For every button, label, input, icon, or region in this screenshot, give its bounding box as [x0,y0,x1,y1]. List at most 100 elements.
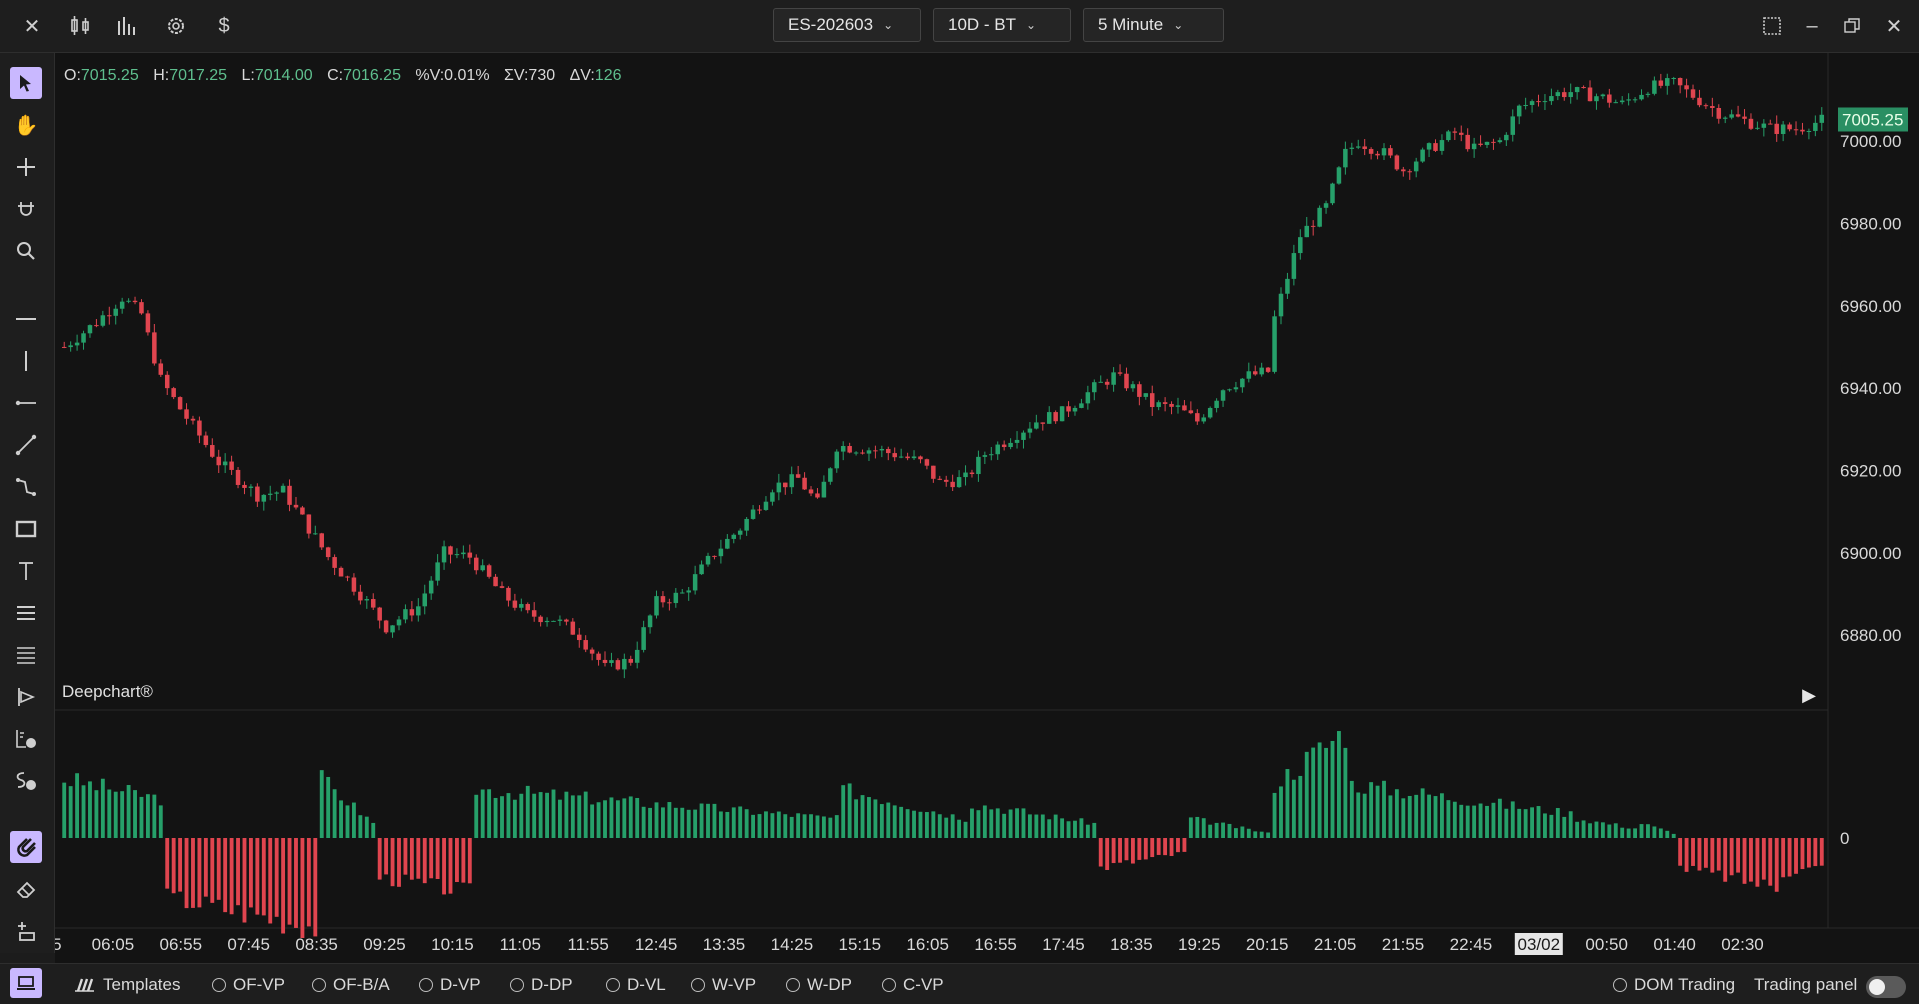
candle-body [512,600,518,608]
range-dropdown[interactable]: 10D - BT ⌄ [933,8,1071,42]
radio-icon [691,978,705,992]
fullscreen-icon[interactable] [1758,12,1786,40]
magnet-icon[interactable] [10,831,42,863]
delta-bar [1188,817,1193,838]
radio-icon [510,978,524,992]
magnet-cursor-icon[interactable] [10,193,42,225]
laptop-icon[interactable] [10,968,42,998]
crosshair-icon[interactable] [10,151,42,183]
channel-icon[interactable] [10,471,42,503]
templates-button[interactable]: Templates [74,975,180,995]
tools-icon[interactable] [10,681,42,713]
candle-body [1716,107,1722,119]
study-toggle[interactable]: OF-B/A [312,975,390,995]
delta-bar [1394,789,1399,838]
interval-dropdown[interactable]: 5 Minute ⌄ [1083,8,1224,42]
total-volume-value: 730 [528,67,556,84]
candle-body [976,456,981,475]
candlestick-icon[interactable] [66,12,94,40]
delta-bar [371,822,376,838]
candle-body [203,435,209,446]
candle-body [390,625,395,633]
candle-body [795,474,801,478]
bar-chart-icon[interactable] [113,12,141,40]
eraser-icon[interactable] [10,873,42,905]
study-toggle[interactable]: W-VP [691,975,756,995]
stats-icon[interactable] [10,765,42,797]
gear-icon[interactable] [162,12,190,40]
study-toggle[interactable]: W-DP [786,975,852,995]
study-toggle[interactable]: D-VL [606,975,666,995]
candle-body [1562,92,1567,98]
trend-line-icon[interactable] [10,429,42,461]
delta-bar [654,802,659,838]
study-toggle[interactable]: D-VP [419,975,481,995]
candle-body [1684,85,1689,90]
candle-body [267,493,273,495]
candle-body [1117,372,1123,374]
study-toggle[interactable]: OF-VP [212,975,285,995]
x-tick-label: 21:05 [1314,935,1357,954]
candle-body [1729,114,1734,118]
candle-body [840,446,846,452]
dom-trading-toggle[interactable]: DOM Trading [1613,975,1735,995]
lines-icon[interactable] [10,639,42,671]
play-icon[interactable]: ▶ [1802,684,1816,705]
x-tick-label: 21:55 [1382,935,1425,954]
dollar-icon[interactable]: $ [218,14,230,37]
candle-body [454,554,460,556]
study-toggle[interactable]: D-DP [510,975,573,995]
candle-body [654,596,659,616]
delta-bar [648,807,653,838]
text-icon[interactable] [10,555,42,587]
delta-bar [461,838,466,883]
zoom-icon[interactable] [10,235,42,267]
vertical-line-icon[interactable] [10,345,42,377]
horizontal-line-icon[interactable] [10,303,42,335]
delta-bar [512,799,517,838]
candle-body [834,451,840,469]
trading-panel-toggle[interactable] [1866,976,1906,998]
cursor-icon[interactable] [10,67,42,99]
layers-icon[interactable] [10,915,42,947]
delta-bar [300,838,305,939]
window-close-icon[interactable]: ✕ [1885,15,1903,38]
close-label: C: [327,67,344,84]
ray-icon[interactable] [10,387,42,419]
delta-bar [339,800,343,838]
candle-body [119,301,125,309]
candle-body [370,599,376,608]
candle-body [564,619,569,622]
delta-bar [551,789,556,838]
candle-body [68,345,73,348]
delta-bar [1118,838,1122,863]
chart-area[interactable]: 7000.00 6980.00 6960.00 6940.00 6920.00 6900.… [55,53,1919,963]
candlestick-chart[interactable]: 7000.00 6980.00 6960.00 6940.00 6920.00 6900.… [55,53,1919,963]
delta-bar [1356,792,1361,838]
bars-icon[interactable] [10,723,42,755]
fib-icon[interactable] [10,597,42,629]
candle-body [937,478,943,480]
rectangle-icon[interactable] [10,513,42,545]
study-toggle[interactable]: C-VP [882,975,944,995]
candle-body [1092,382,1097,393]
candle-body [1394,155,1400,170]
candle-body [1813,122,1818,131]
candle-body [1014,439,1020,443]
restore-icon[interactable] [1838,12,1866,40]
delta-bar [1459,804,1464,838]
hand-icon[interactable]: ✋ [13,114,39,137]
symbol-dropdown[interactable]: ES-202603 ⌄ [773,8,921,42]
delta-bar [1420,788,1425,838]
candle-body [737,530,743,535]
close-icon[interactable]: ✕ [23,15,41,38]
candle-body [757,509,762,511]
delta-bar [139,796,144,838]
minimize-icon[interactable]: – [1806,14,1818,37]
delta-bar [738,806,743,838]
delta-bar [158,805,163,838]
delta-bar [570,795,575,838]
delta-bar [796,813,801,838]
candle-body [1008,442,1013,448]
study-label: W-DP [807,975,853,994]
